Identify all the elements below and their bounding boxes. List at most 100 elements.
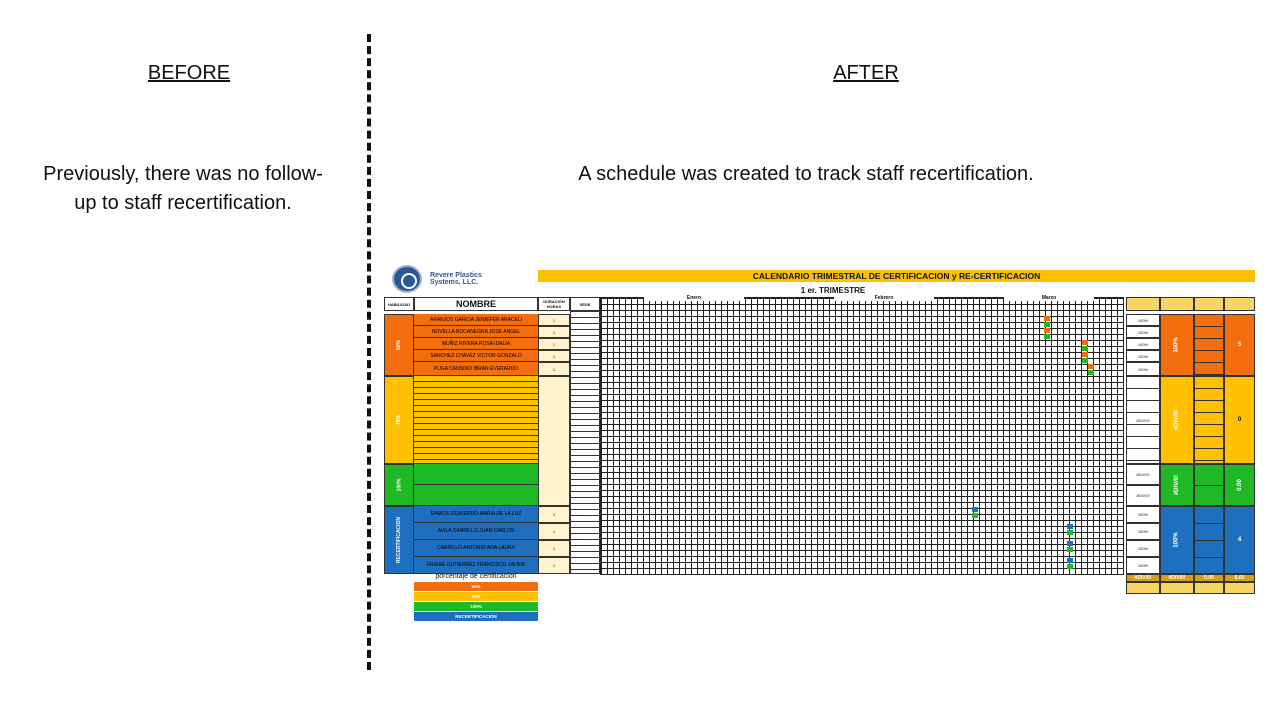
- duration-cell: 1: [538, 506, 570, 523]
- legend-item-recert: RECERTIFICACION: [414, 612, 538, 621]
- table-row: NOVELLA BOCANEGRA JOSE ANGEL: [414, 326, 538, 338]
- group-75-count: 0: [1224, 376, 1255, 464]
- footer-note: [1160, 582, 1194, 594]
- group-recert-label: RECERTIFICACION: [396, 516, 402, 564]
- footer-total: #DIV/0!: [1160, 574, 1194, 582]
- schedule-mark: [1067, 558, 1073, 563]
- group-50-count: 5: [1224, 314, 1255, 376]
- duration-cell: 1: [538, 523, 570, 540]
- empty-row-100: [414, 485, 538, 506]
- group-75-pct: #DIV/0!: [1160, 376, 1194, 464]
- group-50-pct-value: 100%: [1173, 337, 1180, 353]
- schedule-mark: [1044, 328, 1050, 333]
- duration-cell: 1: [538, 350, 570, 362]
- sheet-subtitle: 1 er. TRIMESTRE: [800, 286, 866, 295]
- schedule-mark: [1082, 340, 1088, 345]
- group-50-label: 50%: [395, 339, 402, 351]
- footer-note: [1224, 582, 1255, 594]
- pct-cell: 100%: [1126, 362, 1160, 376]
- schedule-mark: [1067, 530, 1073, 535]
- header-pct-person: [1126, 297, 1160, 311]
- table-row: CARRILLO ANTONIO ANA LAURA: [414, 540, 538, 557]
- table-row: SANCHEZ CHAVEZ VICTOR GONZALO: [414, 350, 538, 362]
- table-row: ARANJOS GARCIA JENNIFER ARACELI: [414, 314, 538, 326]
- hours-cells-50: [1194, 314, 1224, 376]
- hours-cells-75: [1194, 376, 1224, 464]
- group-100-pct-value: #DIV/0!: [1174, 474, 1180, 496]
- month-febrero: Febrero: [834, 295, 934, 301]
- duration-cell: 1: [538, 338, 570, 350]
- legend-title: porcentaje de certificacion: [435, 573, 517, 580]
- before-heading: BEFORE: [147, 62, 231, 84]
- schedule-mark: [1067, 564, 1073, 569]
- schedule-mark: [1044, 316, 1050, 321]
- footer-note: [1194, 582, 1224, 594]
- schedule-mark: [1044, 322, 1050, 327]
- sheet-title: CALENDARIO TRIMESTRAL DE CERTIFICACION y…: [538, 270, 1255, 282]
- pct-cell: 100%: [1126, 523, 1160, 540]
- schedule-mark: [1067, 541, 1073, 546]
- pct-cell: 100%: [1126, 350, 1160, 362]
- header-pct-group: [1160, 297, 1194, 311]
- pct-cells-75: #DIV/0!: [1126, 376, 1160, 464]
- group-50: 50%: [384, 314, 414, 376]
- company-logo-icon: [392, 265, 422, 293]
- group-recert-pct-value: 100%: [1173, 532, 1180, 548]
- table-row: AVILA CARRILLO JUAN CARLOS: [414, 523, 538, 540]
- empty-row-100: [414, 464, 538, 485]
- company-name: Revere Plastics Systems, LLC.: [430, 272, 482, 286]
- legend-item-50: 50%: [414, 582, 538, 591]
- month-marzo: Marzo: [1004, 295, 1094, 301]
- pct-cell: 100%: [1126, 540, 1160, 557]
- group-75-label: 75%: [395, 414, 402, 426]
- header-personnel: [1224, 297, 1255, 311]
- footer-total: 0.00: [1224, 574, 1255, 582]
- pct-cell: #DIV/0!: [1136, 417, 1150, 423]
- group-recert-count: 4: [1224, 506, 1255, 574]
- hours-cells-recert: [1194, 506, 1224, 574]
- duration-cell: 1: [538, 326, 570, 338]
- schedule-mark: [1088, 364, 1094, 369]
- month-enero: Enero: [644, 295, 744, 301]
- pct-cell: 100%: [1126, 557, 1160, 574]
- table-row: FRAIRE GUTIERREZ FRANCISCO JAVIER: [414, 557, 538, 574]
- duration-cell: 1: [538, 557, 570, 574]
- pct-cell: 100%: [1126, 314, 1160, 326]
- calendar-grid: [600, 297, 1124, 575]
- group-100-count-value: 0.00: [1236, 479, 1243, 491]
- empty-rows-75: [414, 376, 538, 464]
- after-description: A schedule was created to track staff re…: [578, 163, 1034, 185]
- group-100: 100%: [384, 464, 414, 506]
- table-row: PUGA CANSINO IBRAN EVERARDO: [414, 362, 538, 376]
- pct-cell: 100%: [1126, 338, 1160, 350]
- after-heading: AFTER: [833, 62, 899, 84]
- schedule-mark: [972, 513, 978, 518]
- legend-item-75: 75%: [414, 592, 538, 601]
- schedule-mark: [1044, 334, 1050, 339]
- group-75: 75%: [384, 376, 414, 464]
- schedule-mark: [1082, 352, 1088, 357]
- footer-note: [1126, 582, 1160, 594]
- footer-total: 0.00: [1194, 574, 1224, 582]
- pct-cell: #DIV/0!: [1126, 464, 1160, 485]
- group-50-pct: 100%: [1160, 314, 1194, 376]
- pct-cell: 100%: [1126, 326, 1160, 338]
- table-row: RAMOS IZQUIERDO MARIA DE LA LUZ: [414, 506, 538, 523]
- group-100-label: 100%: [395, 478, 402, 492]
- header-habilidad: HABILIDAD: [384, 297, 414, 311]
- schedule-mark: [1088, 370, 1094, 375]
- group-100-count: 0.00: [1224, 464, 1255, 506]
- schedule-mark: [1082, 346, 1088, 351]
- duration-cell-empty: [538, 376, 570, 506]
- schedule-mark: [1067, 547, 1073, 552]
- header-nombre: NOMBRE: [414, 297, 538, 311]
- header-hours: [1194, 297, 1224, 311]
- group-recert: RECERTIFICACION: [384, 506, 414, 574]
- group-recert-pct: 100%: [1160, 506, 1194, 574]
- group-75-pct-value: #DIV/0!: [1174, 409, 1180, 431]
- hours-cells-100: [1194, 464, 1224, 506]
- dashed-divider: [367, 34, 371, 670]
- legend-item-100: 100%: [414, 602, 538, 611]
- footer-total: #DIV/0!: [1126, 574, 1160, 582]
- group-100-pct: #DIV/0!: [1160, 464, 1194, 506]
